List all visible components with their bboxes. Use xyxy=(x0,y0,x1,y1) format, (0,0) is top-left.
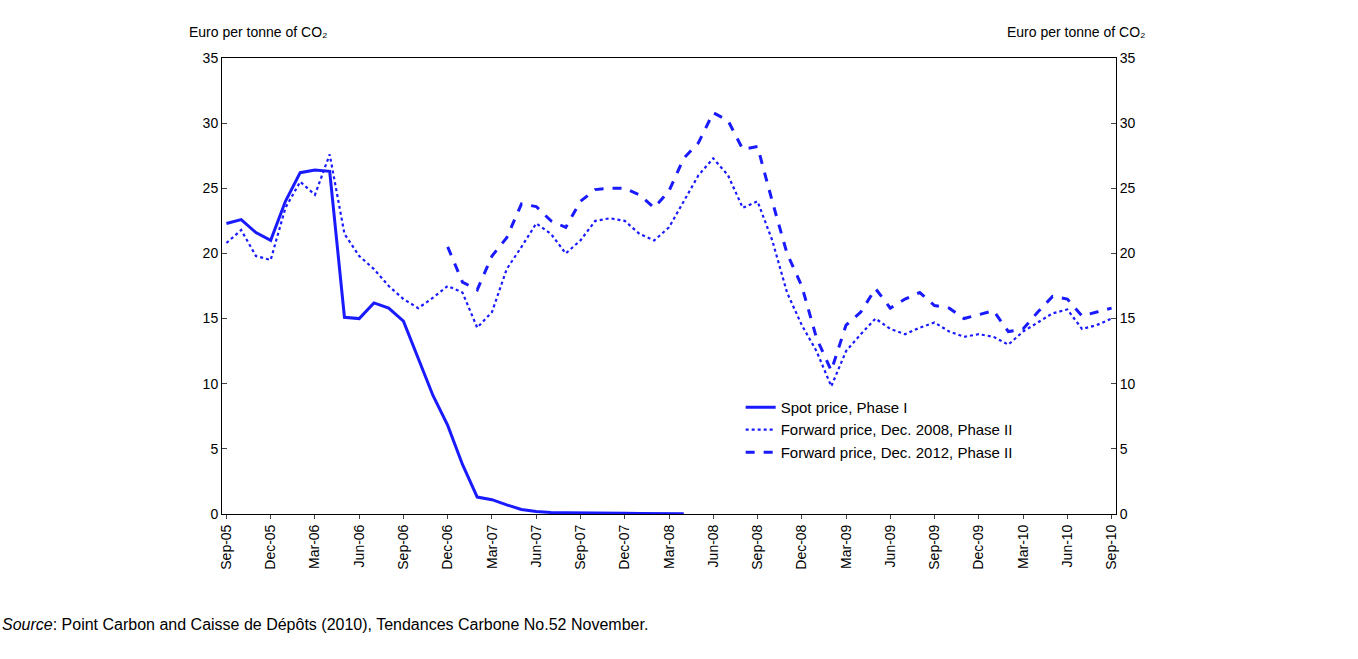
svg-text:0: 0 xyxy=(210,506,218,522)
svg-text:Dec-08: Dec-08 xyxy=(793,524,809,569)
svg-text:5: 5 xyxy=(210,441,218,457)
svg-text:Dec-09: Dec-09 xyxy=(970,524,986,569)
svg-text:Sep-09: Sep-09 xyxy=(926,524,942,569)
svg-text:Dec-05: Dec-05 xyxy=(262,524,278,569)
svg-text:Jun-10: Jun-10 xyxy=(1059,524,1075,567)
svg-text:30: 30 xyxy=(203,115,219,131)
svg-text:35: 35 xyxy=(1120,50,1136,66)
svg-text:Dec-06: Dec-06 xyxy=(439,524,455,569)
svg-text:5: 5 xyxy=(1120,441,1128,457)
svg-text:20: 20 xyxy=(203,245,219,261)
svg-text:Sep-08: Sep-08 xyxy=(749,524,765,569)
svg-text:10: 10 xyxy=(1120,376,1136,392)
svg-text:Sep-10: Sep-10 xyxy=(1103,524,1119,569)
svg-text:25: 25 xyxy=(203,180,219,196)
svg-text:Mar-08: Mar-08 xyxy=(661,524,677,569)
svg-text:Mar-09: Mar-09 xyxy=(838,524,854,569)
svg-text:Source: Point Carbon and Caiss: Source: Point Carbon and Caisse de Dépôt… xyxy=(2,616,648,633)
svg-text:Euro per tonne of CO₂: Euro per tonne of CO₂ xyxy=(189,24,328,40)
svg-text:Spot price, Phase I: Spot price, Phase I xyxy=(781,399,908,416)
svg-text:Mar-06: Mar-06 xyxy=(306,524,322,569)
svg-text:30: 30 xyxy=(1120,115,1136,131)
svg-text:Jun-07: Jun-07 xyxy=(528,524,544,567)
svg-text:10: 10 xyxy=(203,376,219,392)
svg-text:Euro per tonne of CO₂: Euro per tonne of CO₂ xyxy=(1007,24,1146,40)
svg-text:25: 25 xyxy=(1120,180,1136,196)
svg-text:Jun-06: Jun-06 xyxy=(351,524,367,567)
svg-text:Jun-08: Jun-08 xyxy=(705,524,721,567)
svg-text:Dec-07: Dec-07 xyxy=(616,524,632,569)
svg-text:Jun-09: Jun-09 xyxy=(882,524,898,567)
svg-text:35: 35 xyxy=(203,50,219,66)
svg-text:Sep-05: Sep-05 xyxy=(218,524,234,569)
svg-text:15: 15 xyxy=(1120,310,1136,326)
svg-text:Mar-10: Mar-10 xyxy=(1015,524,1031,569)
svg-text:Sep-07: Sep-07 xyxy=(572,524,588,569)
svg-text:Sep-06: Sep-06 xyxy=(395,524,411,569)
svg-text:0: 0 xyxy=(1120,506,1128,522)
svg-text:15: 15 xyxy=(203,310,219,326)
svg-text:Mar-07: Mar-07 xyxy=(484,524,500,569)
svg-text:Forward price, Dec. 2012, Phas: Forward price, Dec. 2012, Phase II xyxy=(781,444,1013,461)
svg-text:20: 20 xyxy=(1120,245,1136,261)
svg-text:Forward price, Dec. 2008, Phas: Forward price, Dec. 2008, Phase II xyxy=(781,421,1013,438)
